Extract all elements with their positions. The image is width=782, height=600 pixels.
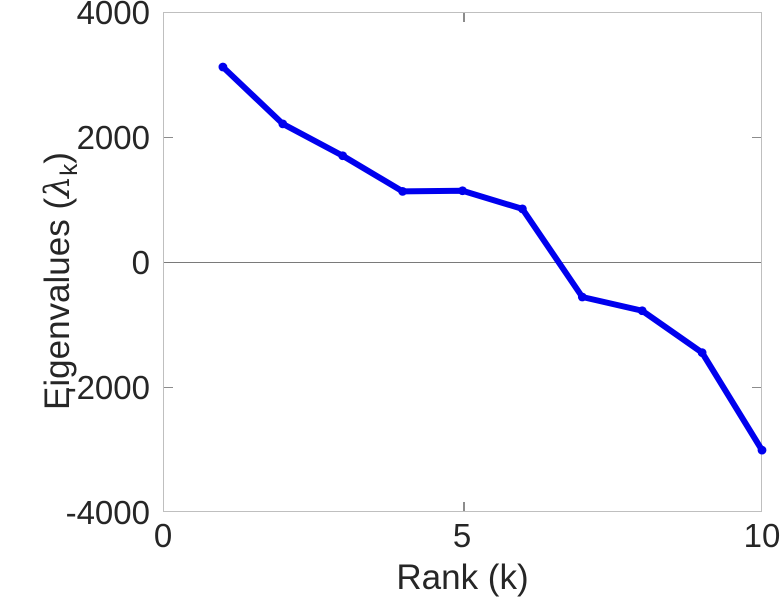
x-tick-mark-5-top <box>463 13 465 22</box>
y-tick-mark-2000-right <box>752 136 761 138</box>
y-tick-mark-minus-2000-right <box>752 386 761 388</box>
plot-area <box>163 12 762 512</box>
y-tick-mark-minus-2000 <box>164 386 173 388</box>
x-tick-label-5: 5 <box>452 517 472 554</box>
y-tick-mark-2000 <box>164 136 173 138</box>
y-axis-title: Eigenvalues (λk) <box>38 152 83 410</box>
x-axis-title: Rank (k) <box>396 558 529 597</box>
y-tick-label-4000: 4000 <box>76 0 150 31</box>
lambda-subscript: k <box>56 163 83 176</box>
lambda-symbol: λ <box>38 175 78 198</box>
zero-reference-line <box>164 261 761 263</box>
x-tick-mark-5 <box>463 502 465 511</box>
y-tick-label-minus-2000: -2000 <box>65 369 150 406</box>
x-tick-label-10: 10 <box>743 517 781 554</box>
x-tick-label-0: 0 <box>153 517 173 554</box>
y-tick-label-2000: 2000 <box>76 119 150 156</box>
y-tick-label-0: 0 <box>131 244 150 281</box>
y-tick-label-minus-4000: -4000 <box>65 494 150 531</box>
